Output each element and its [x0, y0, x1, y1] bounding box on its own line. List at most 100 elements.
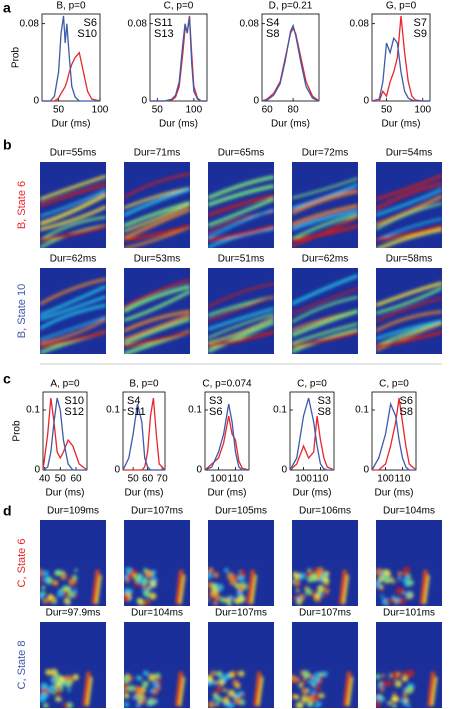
y-axis-label: Prob [12, 420, 23, 442]
harmonic [124, 284, 190, 314]
blob [310, 677, 319, 686]
blob [40, 694, 47, 703]
blob [143, 599, 151, 606]
spectrogram-texture [124, 567, 186, 606]
blob [149, 592, 157, 600]
blob [304, 588, 312, 596]
blob [214, 680, 219, 685]
x-tick-label: 100 [186, 105, 203, 116]
x-tick-label: 100 [92, 105, 109, 116]
spectrogram [40, 162, 106, 248]
spectrogram-texture [292, 567, 349, 605]
spectrogram [208, 622, 274, 708]
harmonic [124, 203, 190, 233]
spectrogram-texture [40, 668, 93, 708]
harmonic [376, 330, 442, 348]
streak [175, 569, 184, 605]
streak [253, 671, 262, 707]
blob [232, 679, 239, 687]
blob [296, 598, 303, 605]
blob [208, 598, 211, 602]
blob [64, 679, 73, 688]
blob [395, 597, 401, 603]
y-tick-label: 0.08 [128, 18, 148, 29]
chart-title: B, p=0 [56, 1, 86, 12]
streak [431, 676, 438, 707]
blob [124, 685, 129, 693]
harmonic [292, 322, 358, 345]
x-axis-label: Dur (ms) [271, 119, 310, 130]
blob [238, 575, 246, 582]
blob [145, 570, 153, 579]
blob [53, 580, 58, 585]
legend-entry: S6 [209, 406, 222, 418]
blob [292, 674, 296, 682]
blob [378, 686, 384, 691]
x-tick-label: 110 [312, 474, 328, 485]
legend-entry: S8 [266, 28, 279, 40]
blob [402, 693, 408, 698]
harmonic [124, 172, 190, 199]
blob [208, 701, 216, 708]
blob [208, 567, 214, 574]
streak [246, 569, 255, 605]
blob [391, 675, 398, 681]
duration-label: Dur=54ms [386, 148, 432, 159]
blob [55, 570, 60, 575]
spectrogram-texture [124, 278, 190, 354]
blob [406, 669, 415, 678]
harmonic [208, 320, 274, 354]
blob [68, 591, 75, 598]
blob [152, 681, 160, 688]
plot-frame [204, 391, 250, 471]
blob [397, 588, 404, 595]
blob [233, 597, 241, 605]
streak [427, 671, 436, 707]
blob [317, 567, 324, 574]
blob [403, 571, 407, 575]
streak [338, 569, 347, 605]
line-series [371, 36, 430, 102]
blob [124, 567, 132, 574]
y-tick-label: 0 [363, 96, 369, 107]
blob [293, 579, 301, 587]
x-tick-label: 40 [39, 474, 51, 485]
blob [229, 578, 237, 586]
spectrogram [376, 520, 442, 606]
spectrogram [376, 268, 442, 354]
spectrogram-texture [208, 567, 257, 606]
blob [63, 597, 71, 605]
harmonic [124, 187, 190, 217]
blob [220, 596, 227, 603]
blob [144, 701, 148, 705]
blob [124, 677, 130, 684]
blob [388, 674, 392, 678]
blob [49, 677, 54, 682]
blob [292, 594, 298, 600]
blob [149, 584, 154, 589]
duration-label: Dur=107ms [215, 608, 267, 619]
blob [295, 695, 300, 700]
blob [224, 702, 229, 707]
harmonic [208, 197, 274, 228]
line-series [289, 415, 335, 471]
line-series [42, 51, 101, 102]
blob [301, 695, 309, 703]
blob [381, 680, 387, 686]
harmonic [208, 312, 274, 339]
harmonic [376, 202, 442, 231]
blob [295, 701, 304, 708]
blob [392, 703, 397, 708]
x-tick-label: 60 [70, 474, 82, 485]
chart-title: C, p=0 [297, 379, 327, 390]
legend-entry: S6 [400, 395, 413, 407]
blob [59, 687, 64, 691]
spectrogram [208, 162, 274, 248]
blob [232, 670, 238, 676]
blob [42, 598, 49, 604]
blob [315, 572, 323, 580]
blob [53, 686, 59, 692]
blob [157, 686, 161, 690]
blob [392, 597, 397, 603]
harmonic [208, 306, 274, 331]
